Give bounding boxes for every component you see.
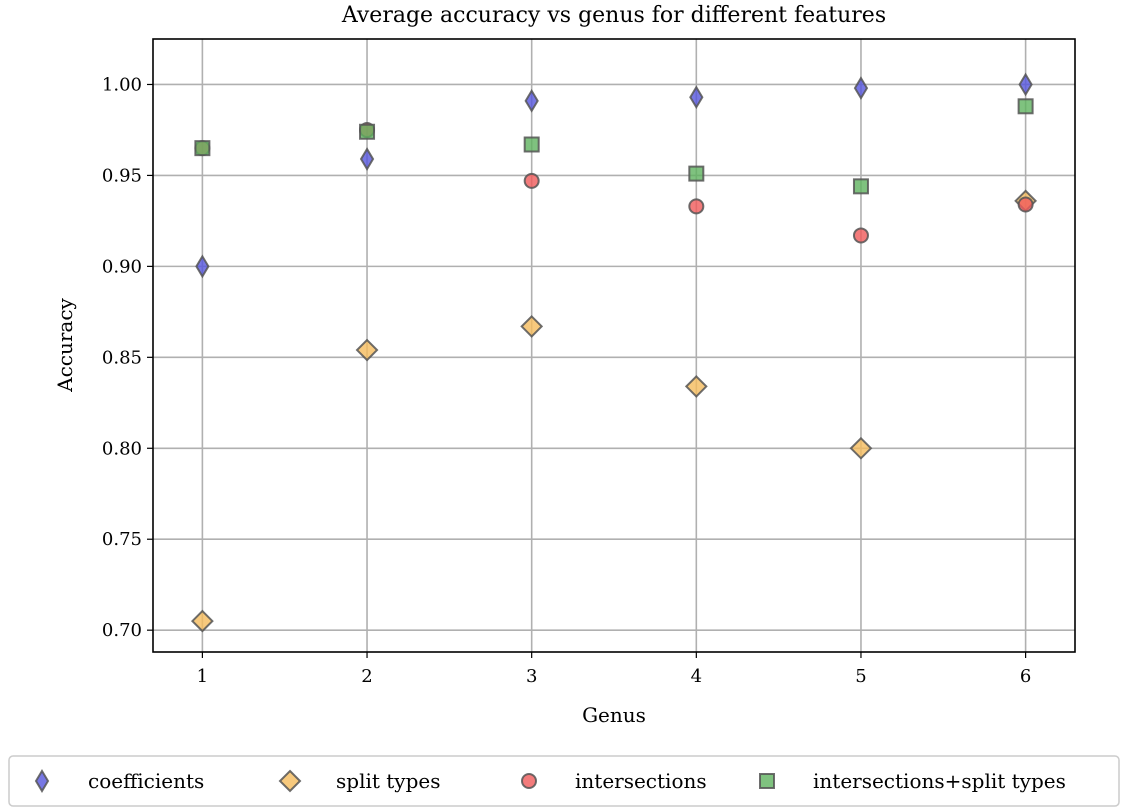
legend-marker-coefficients bbox=[34, 769, 50, 793]
legend-label-intersections-split-types: intersections+split types bbox=[813, 769, 1066, 793]
point-intersections bbox=[1017, 196, 1034, 213]
point-intersections-split-types bbox=[359, 123, 376, 140]
axis-ticks: 1 2 3 4 5 6 0.70 0.75 0.80 0.85 0.90 0.95 1.00 bbox=[102, 74, 1031, 687]
chart-title: Average accuracy vs genus for different … bbox=[341, 3, 886, 28]
point-intersections bbox=[523, 172, 540, 189]
point-intersections-split-types bbox=[852, 178, 869, 195]
point-intersections bbox=[688, 198, 705, 215]
y-tick-label: 0.70 bbox=[102, 620, 142, 641]
point-intersections-split-types bbox=[688, 165, 705, 182]
x-tick-label: 6 bbox=[1020, 666, 1031, 687]
legend-label-intersections: intersections bbox=[575, 769, 707, 793]
x-tick-label: 1 bbox=[197, 666, 208, 687]
data-markers bbox=[190, 72, 1038, 633]
point-split-types bbox=[190, 609, 214, 633]
legend-label-split-types: split types bbox=[336, 769, 441, 793]
legend-box bbox=[8, 755, 1120, 807]
y-tick-label: 0.75 bbox=[102, 529, 142, 550]
x-tick-label: 4 bbox=[691, 666, 702, 687]
point-intersections-split-types bbox=[1017, 98, 1034, 115]
point-coefficients bbox=[195, 254, 210, 279]
point-coefficients bbox=[1018, 72, 1033, 97]
y-tick-label: 0.90 bbox=[102, 256, 142, 277]
x-tick-label: 3 bbox=[526, 666, 537, 687]
y-tick-label: 0.80 bbox=[102, 438, 142, 459]
point-coefficients bbox=[853, 76, 869, 101]
x-tick-label: 2 bbox=[361, 666, 372, 687]
point-split-types bbox=[355, 338, 379, 362]
y-axis-label: Accuracy bbox=[53, 297, 77, 392]
point-coefficients bbox=[359, 147, 375, 171]
point-intersections-split-types bbox=[523, 136, 540, 153]
y-tick-label: 0.95 bbox=[102, 165, 142, 186]
point-coefficients bbox=[524, 88, 539, 113]
legend-marker-split-types bbox=[278, 769, 302, 793]
x-axis-label: Genus bbox=[582, 703, 646, 727]
grid bbox=[153, 39, 1075, 652]
legend-marker-intersections-split-types bbox=[759, 773, 775, 789]
point-split-types bbox=[849, 436, 873, 460]
point-split-types bbox=[684, 375, 708, 398]
point-coefficients bbox=[689, 85, 704, 110]
legend-label-coefficients: coefficients bbox=[88, 769, 204, 793]
y-tick-label: 1.00 bbox=[102, 74, 142, 95]
y-tick-label: 0.85 bbox=[102, 347, 142, 368]
point-intersections bbox=[852, 227, 869, 244]
plot-frame bbox=[152, 38, 1076, 653]
point-intersections-split-types bbox=[194, 140, 211, 157]
legend-marker-intersections bbox=[521, 773, 537, 789]
x-tick-label: 5 bbox=[855, 666, 866, 687]
point-split-types bbox=[520, 314, 544, 338]
legend: coefficients split types intersections inte… bbox=[8, 755, 1120, 807]
